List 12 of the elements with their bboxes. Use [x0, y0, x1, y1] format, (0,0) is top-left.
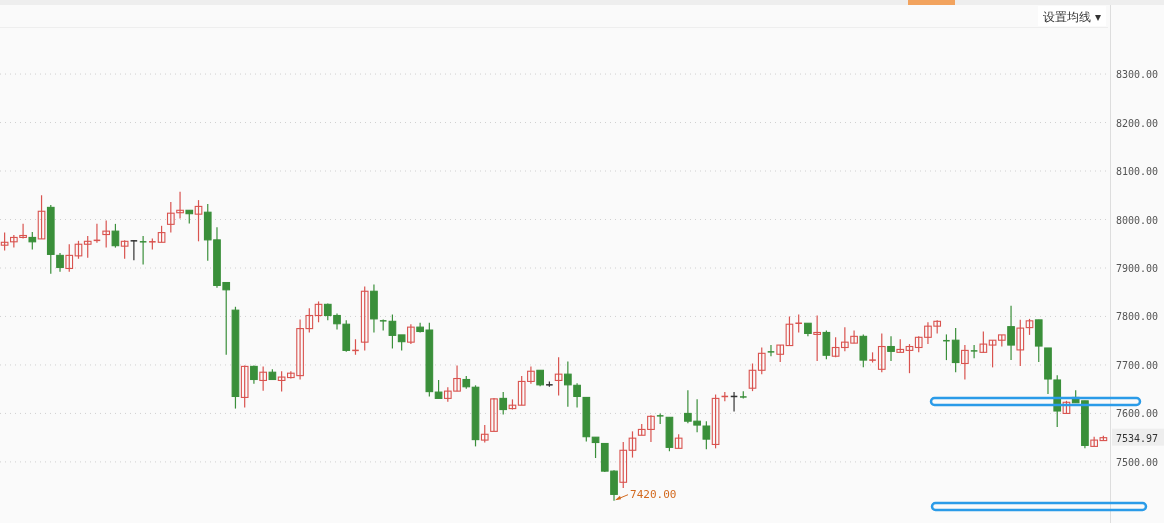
- y-tick-label: 8000.00: [1116, 214, 1159, 226]
- y-tick-label: 7500.00: [1116, 456, 1159, 468]
- y-tick-label: 7600.00: [1116, 408, 1159, 420]
- annotation: 7420.00: [630, 487, 677, 501]
- y-tick-label: 8300.00: [1116, 69, 1159, 81]
- annotation: 7420.00: [615, 487, 677, 501]
- y-tick-label: 7900.00: [1116, 262, 1159, 274]
- annotation: 设置均线 ▾: [1038, 6, 1106, 26]
- y-tick-label: 7700.00: [1116, 359, 1159, 371]
- y-tick-label: 7800.00: [1116, 311, 1159, 323]
- y-tick-label: 8200.00: [1116, 117, 1159, 129]
- y-tick-label: 8100.00: [1116, 166, 1159, 178]
